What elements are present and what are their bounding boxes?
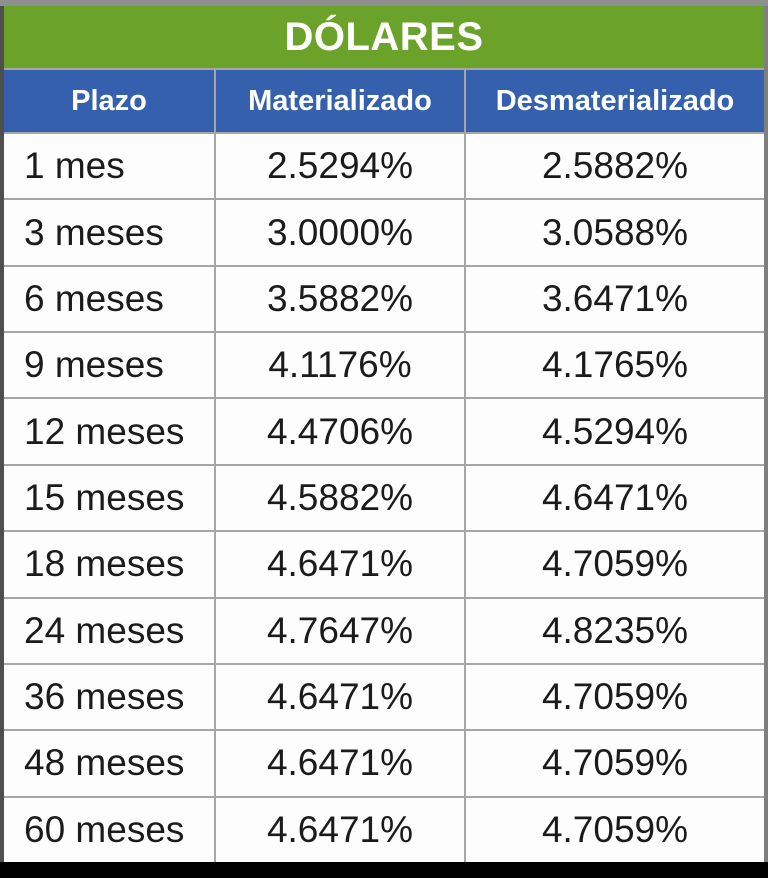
plazo-cell: 36 meses — [4, 664, 214, 730]
materializado-cell: 4.6471% — [216, 664, 464, 730]
column-header-materializado: Materializado — [216, 70, 464, 132]
column-header-plazo: Plazo — [4, 70, 214, 132]
materializado-cell: 4.6471% — [216, 532, 464, 597]
plazo-cell: 1 mes — [4, 134, 214, 199]
materializado-cell: 4.5882% — [216, 465, 464, 531]
materializado-cell: 3.5882% — [216, 266, 464, 332]
plazo-cell: 9 meses — [4, 333, 214, 398]
materializado-cell: 4.6471% — [216, 797, 464, 862]
desmaterializado-cell: 4.7059% — [466, 731, 764, 796]
desmaterializado-cell: 4.1765% — [466, 333, 764, 398]
plazo-cell: 48 meses — [4, 731, 214, 796]
table-title: DÓLARES — [4, 6, 764, 68]
bottom-bar — [0, 862, 768, 878]
rates-table: DÓLARES Plazo Materializado Desmaterializa… — [0, 6, 768, 862]
plazo-cell: 3 meses — [4, 200, 214, 265]
materializado-cell: 2.5294% — [216, 134, 464, 199]
desmaterializado-cell: 2.5882% — [466, 134, 764, 199]
column-header-desmaterializado: Desmaterializado — [466, 70, 764, 132]
desmaterializado-cell: 3.0588% — [466, 200, 764, 265]
materializado-cell: 4.1176% — [216, 333, 464, 398]
desmaterializado-cell: 4.6471% — [466, 465, 764, 531]
plazo-cell: 18 meses — [4, 532, 214, 597]
materializado-cell: 4.4706% — [216, 399, 464, 464]
plazo-cell: 60 meses — [4, 797, 214, 862]
plazo-cell: 15 meses — [4, 465, 214, 531]
desmaterializado-cell: 4.5294% — [466, 399, 764, 464]
plazo-cell: 24 meses — [4, 598, 214, 663]
desmaterializado-cell: 3.6471% — [466, 266, 764, 332]
desmaterializado-cell: 4.7059% — [466, 532, 764, 597]
plazo-cell: 12 meses — [4, 399, 214, 464]
materializado-cell: 3.0000% — [216, 200, 464, 265]
top-strip — [0, 0, 768, 6]
desmaterializado-cell: 4.7059% — [466, 797, 764, 862]
materializado-cell: 4.6471% — [216, 731, 464, 796]
plazo-cell: 6 meses — [4, 266, 214, 332]
desmaterializado-cell: 4.7059% — [466, 664, 764, 730]
materializado-cell: 4.7647% — [216, 598, 464, 663]
desmaterializado-cell: 4.8235% — [466, 598, 764, 663]
